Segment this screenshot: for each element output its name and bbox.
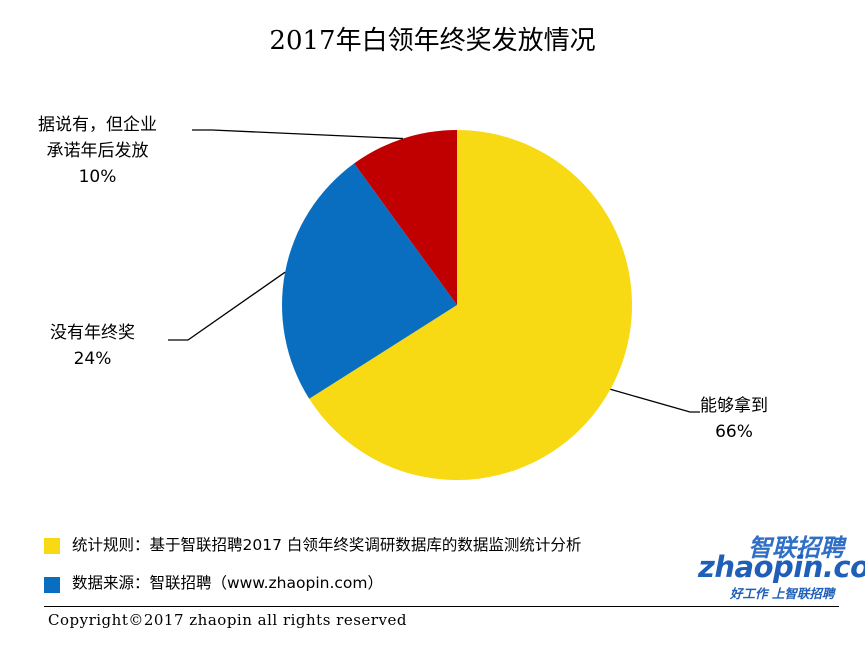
footer-divider	[44, 606, 839, 607]
pie-slice-later	[354, 130, 457, 305]
leader-line	[168, 271, 286, 341]
leader-line	[192, 129, 403, 140]
note-marker-yellow	[44, 538, 60, 554]
pie-slice-none	[281, 163, 457, 399]
slice-label-later: 据说有，但企业 承诺年后发放 10%	[38, 115, 157, 187]
note-source: 数据来源：智联招聘（www.zhaopin.com）	[72, 574, 383, 592]
zhaopin-logo: 智联招聘 zhaopin.com 好工作 上智联招聘	[690, 528, 865, 603]
note-rules: 统计规则：基于智联招聘2017 白领年终奖调研数据库的数据监测统计分析	[72, 536, 582, 554]
slice-label-none: 没有年终奖 24%	[50, 323, 135, 369]
chart-title: 2017年白领年终奖发放情况	[269, 26, 596, 56]
logo-slogan: 好工作 上智联招聘	[730, 586, 835, 601]
logo-en: zhaopin.com	[698, 550, 865, 584]
copyright-text: Copyright©2017 zhaopin all rights reserv…	[48, 611, 407, 629]
leader-line	[610, 388, 700, 413]
pie-slice-able	[309, 130, 633, 481]
logo-cn: 智联招聘	[748, 534, 844, 562]
slice-label-able: 能够拿到 66%	[700, 396, 768, 442]
note-marker-blue	[44, 577, 60, 593]
